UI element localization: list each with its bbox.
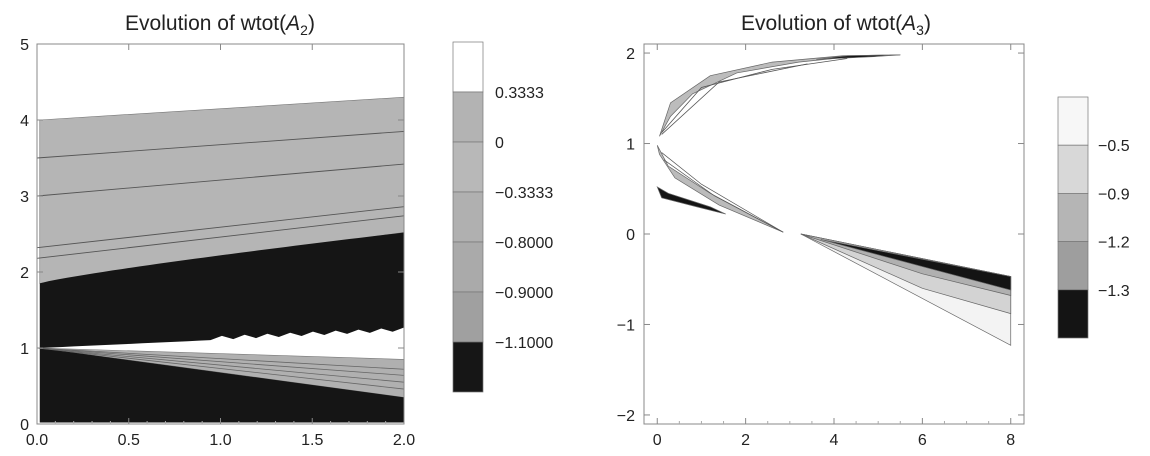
legend-swatch — [452, 291, 484, 343]
contour-line-upper — [36, 163, 405, 197]
legend-label: −1.2 — [1098, 235, 1130, 252]
legend-label: −1.3 — [1098, 283, 1130, 300]
chart-left-axes: 0.0 0.5 1.0 1.5 2.0 0 1 2 3 4 5 — [20, 37, 415, 449]
y-tick-label: 2 — [626, 46, 635, 63]
legend-swatch — [1057, 241, 1089, 291]
contour-region-lower-dark — [39, 348, 404, 423]
y-tick-label: 0 — [20, 417, 29, 434]
chart-right-legend: −0.5 −0.9 −1.2 −1.3 — [1057, 96, 1130, 339]
legend-label: −0.3333 — [495, 185, 553, 202]
x-tick-label: 6 — [918, 432, 927, 449]
contour-region-dark-sliver — [656, 186, 726, 215]
chart-left-legend: 0.3333 0 −0.3333 −0.8000 −0.9000 −1.1000 — [452, 41, 553, 393]
legend-swatch — [452, 191, 484, 243]
y-tick-label: −2 — [617, 408, 635, 425]
contour-line-upper — [36, 215, 405, 259]
legend-label: −0.5 — [1098, 138, 1130, 155]
chart-right-title: Evolution of wtot(A3) — [741, 12, 931, 38]
x-tick-label: 8 — [1006, 432, 1015, 449]
chart-right-axes: 0 2 4 6 8 −2 −1 0 1 2 — [617, 43, 1025, 449]
contour-region-lower-fan-dark — [820, 239, 1012, 291]
legend-swatch — [1057, 144, 1089, 194]
contour-region-lower-fan-grey — [800, 233, 1012, 296]
contour-line-lower — [36, 347, 405, 370]
chart-left-title: Evolution of wtot(A2) — [125, 12, 315, 38]
legend-label: 0 — [495, 135, 504, 152]
contour-region-top-dark — [816, 54, 901, 60]
legend-swatch — [452, 91, 484, 143]
legend-swatch — [452, 141, 484, 193]
legend-swatch — [452, 241, 484, 293]
x-tick-label: 1.0 — [209, 432, 231, 449]
legend-swatch — [1057, 289, 1089, 339]
y-tick-label: 0 — [626, 227, 635, 244]
x-tick-label: 1.5 — [301, 432, 323, 449]
contour-region-upper-dark — [39, 232, 404, 348]
x-tick-label: 4 — [830, 432, 839, 449]
contour-line-upper — [36, 130, 405, 159]
chart-left-plot-area — [36, 44, 405, 424]
y-tick-label: 3 — [20, 189, 29, 206]
x-tick-label: 2.0 — [393, 432, 415, 449]
contour-line-upper — [36, 206, 405, 249]
chart-right-plot-area — [644, 44, 1024, 424]
legend-label: −1.1000 — [495, 335, 553, 352]
contour-line-lower — [36, 347, 405, 390]
x-tick-label: 0.5 — [118, 432, 140, 449]
legend-label: −0.9000 — [495, 285, 553, 302]
contour-line-top — [661, 63, 808, 135]
legend-label: −0.8000 — [495, 235, 553, 252]
legend-label: −0.9 — [1098, 186, 1130, 203]
y-tick-label: 5 — [20, 37, 29, 54]
contour-line-lower — [36, 347, 405, 383]
chart-left: Evolution of wtot(A2) 0.0 0.5 1.0 1.5 2.0 0 1 2… — [20, 12, 553, 449]
contour-line-middle — [661, 152, 784, 233]
legend-swatch — [452, 341, 484, 393]
legend-label: 0.3333 — [495, 85, 544, 102]
x-tick-label: 0.0 — [26, 432, 48, 449]
contour-region-middle-wedge — [656, 145, 784, 233]
plot-background — [644, 44, 1024, 424]
legend-swatch — [1057, 193, 1089, 242]
y-tick-label: 1 — [626, 137, 635, 154]
x-tick-label: 2 — [741, 432, 750, 449]
contour-line-middle — [663, 159, 784, 233]
legend-swatch — [1057, 96, 1089, 146]
x-tick-label: 0 — [653, 432, 662, 449]
contour-line-lower — [36, 347, 405, 376]
y-tick-label: −1 — [617, 317, 635, 334]
y-tick-label: 1 — [20, 341, 29, 358]
y-tick-label: 2 — [20, 265, 29, 282]
legend-swatch — [452, 41, 484, 93]
y-tick-label: 4 — [20, 113, 29, 130]
